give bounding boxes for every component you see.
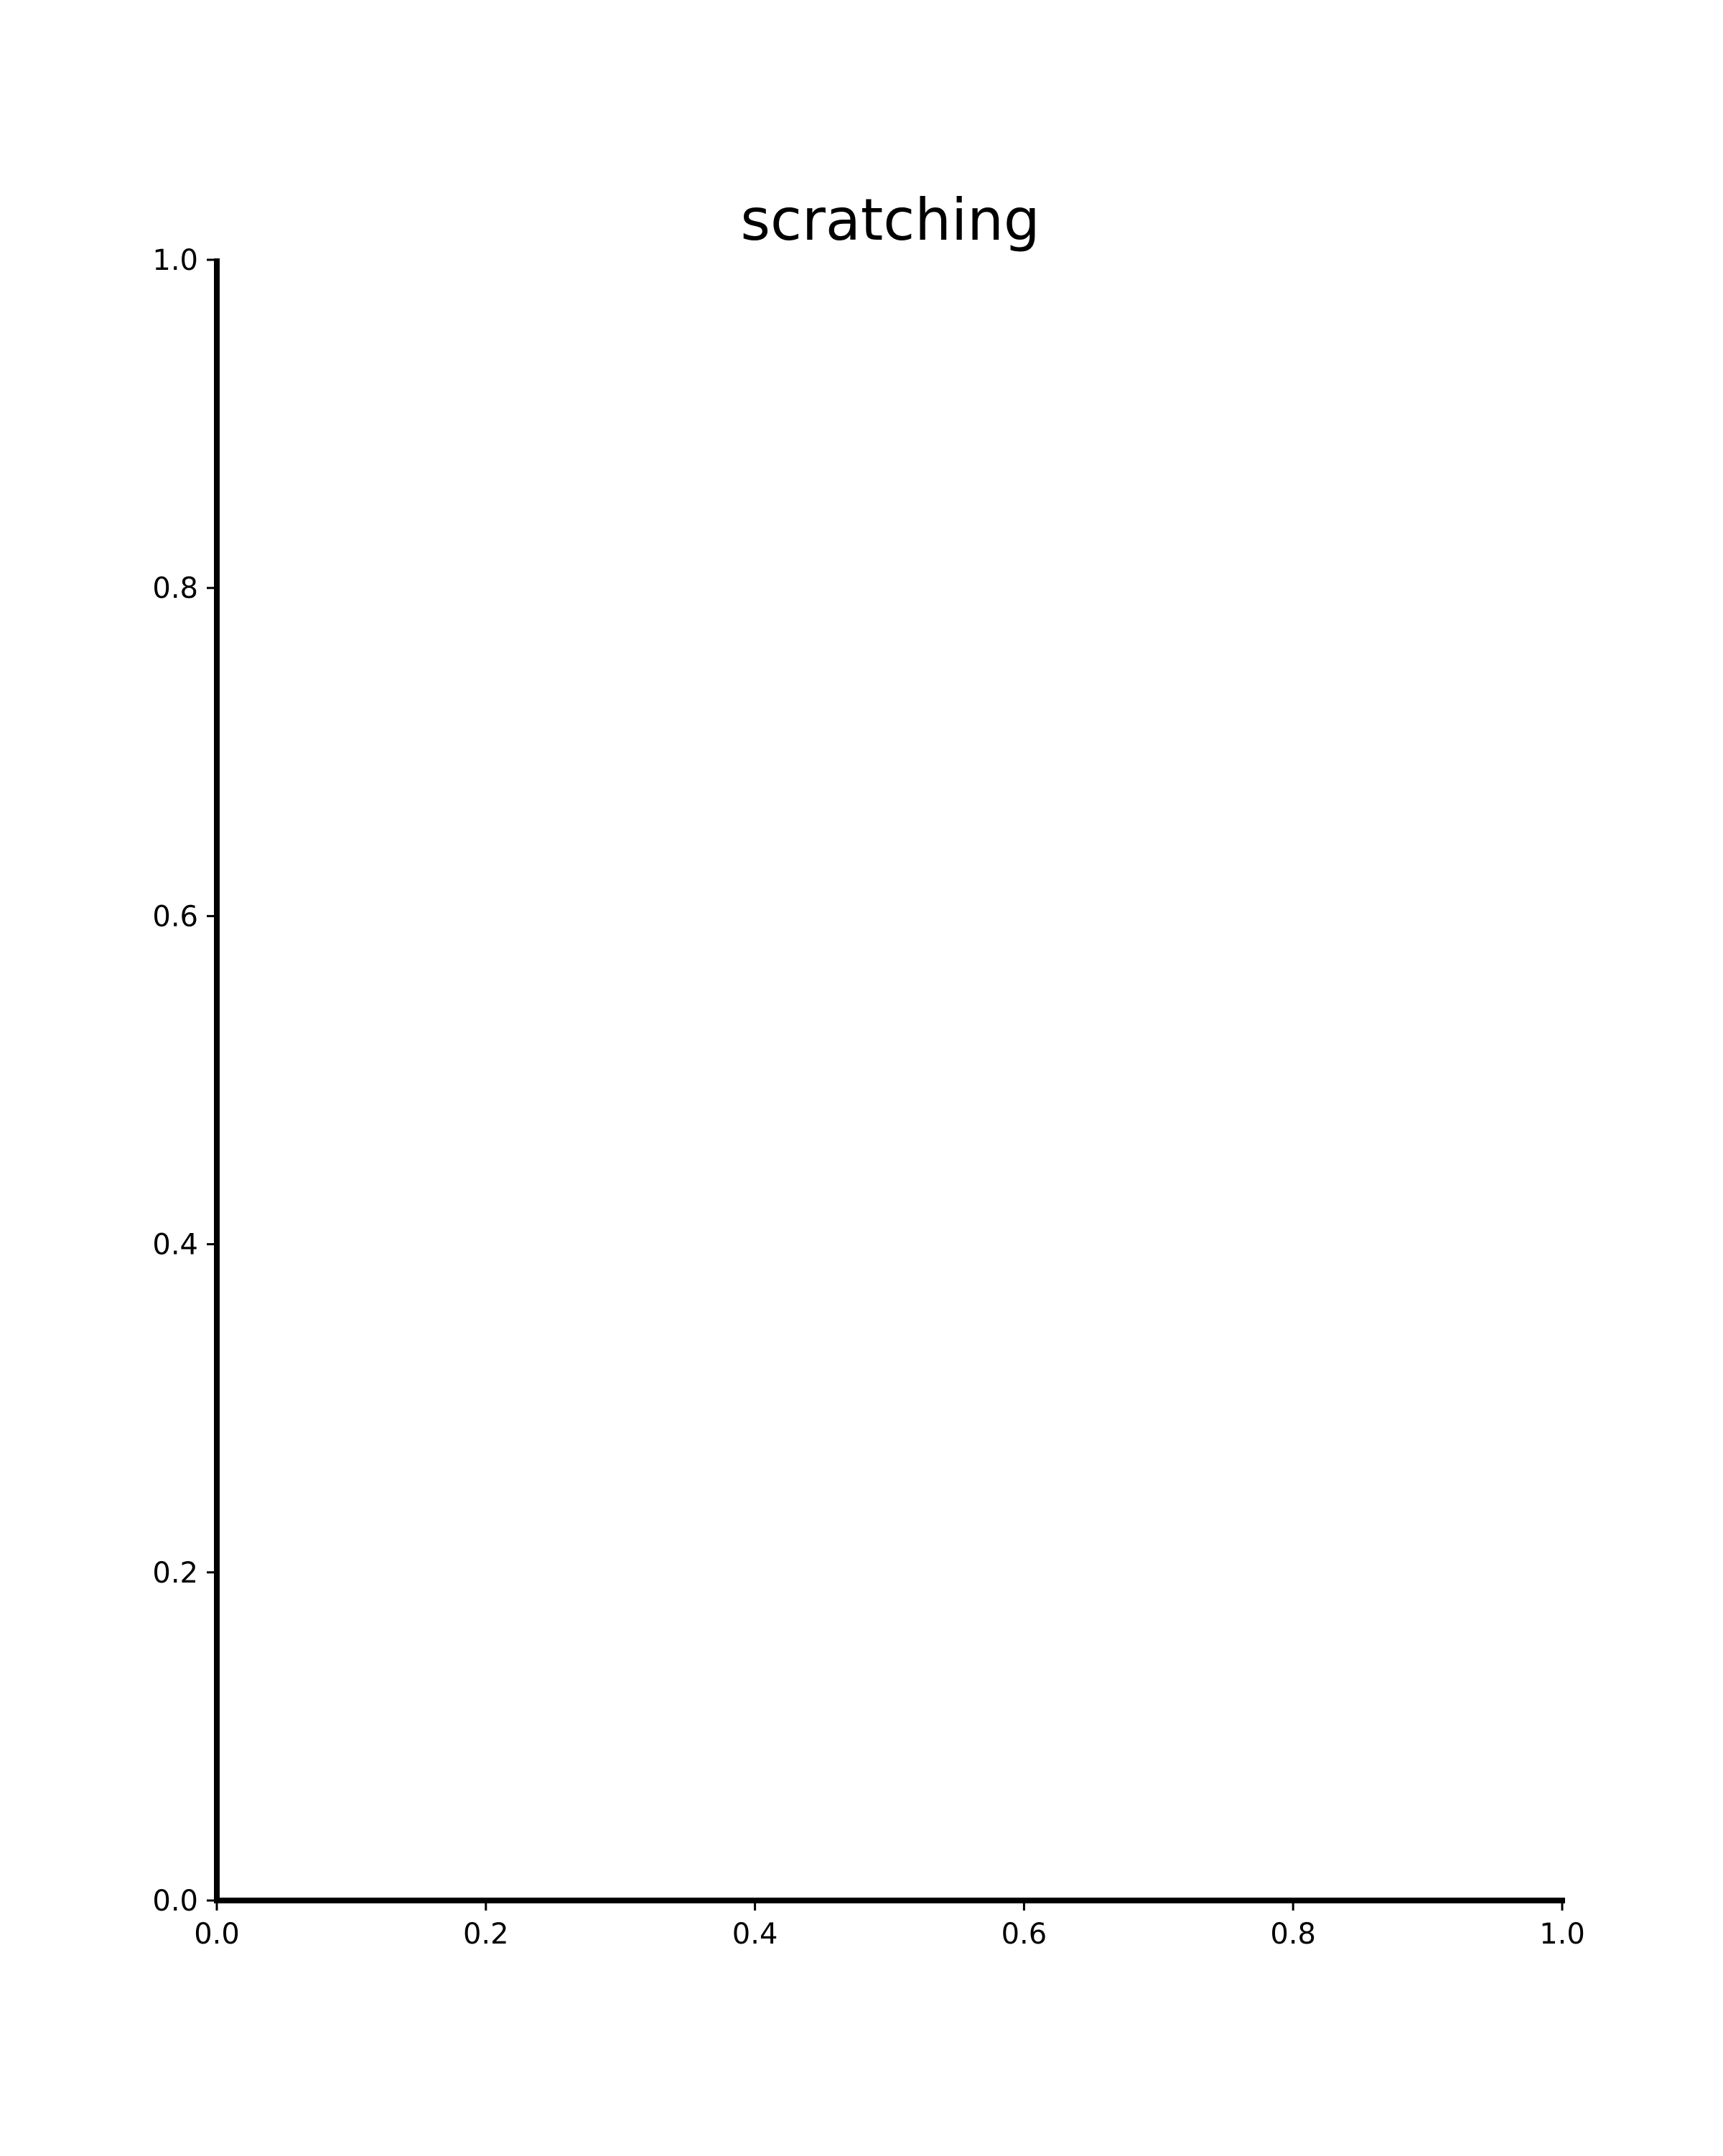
y-tick-label: 0.2 (152, 1557, 198, 1590)
y-axis-ticks: 0.0 0.2 0.4 0.6 0.8 1.0 (152, 244, 217, 1918)
x-tick-label: 0.8 (1270, 1918, 1316, 1951)
x-tick-label: 1.0 (1539, 1918, 1585, 1951)
x-tick-label: 0.2 (463, 1918, 509, 1951)
chart-title: scratching (740, 187, 1040, 253)
x-tick-label: 0.0 (194, 1918, 240, 1951)
x-tick-label: 0.6 (1001, 1918, 1047, 1951)
x-tick-label: 0.4 (732, 1918, 778, 1951)
y-tick-label: 0.4 (152, 1229, 198, 1262)
y-tick-label: 0.6 (152, 900, 198, 933)
y-tick-label: 0.8 (152, 572, 198, 605)
y-tick-label: 1.0 (152, 244, 198, 277)
y-tick-label: 0.0 (152, 1885, 198, 1918)
x-axis-ticks: 0.0 0.2 0.4 0.6 0.8 1.0 (194, 1900, 1585, 1951)
